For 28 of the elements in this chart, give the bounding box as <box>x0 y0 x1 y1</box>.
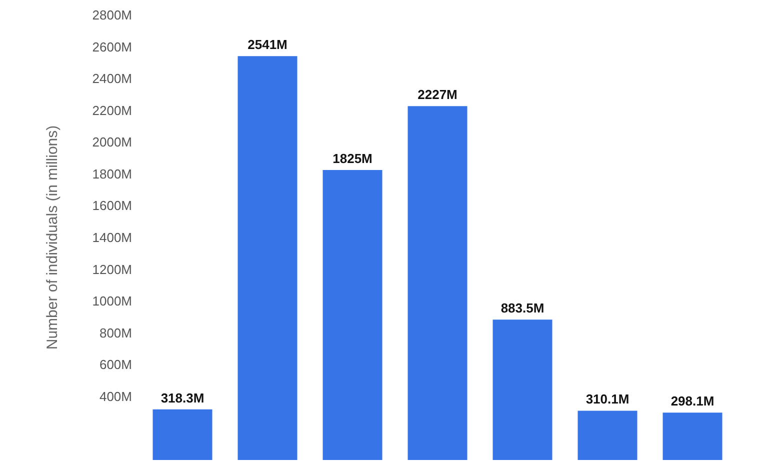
y-tick-label: 2400M <box>92 71 132 86</box>
data-label: 318.3M <box>160 390 204 406</box>
data-label: 1825M <box>332 150 372 166</box>
y-tick-label: 1800M <box>92 166 132 182</box>
bar <box>152 409 212 460</box>
data-label: 883.5M <box>500 300 544 316</box>
y-tick-label: 2600M <box>92 39 132 54</box>
bar <box>408 106 468 460</box>
data-label: 310.1M <box>586 392 630 407</box>
y-tick-label: 400M <box>99 388 132 404</box>
y-axis-title: Number of individuals (in millions) <box>44 125 61 350</box>
y-tick-label: 1000M <box>92 294 132 309</box>
data-label: 298.1M <box>670 394 714 409</box>
bar <box>662 412 722 460</box>
bar <box>322 170 382 460</box>
y-tick-label: 800M <box>99 325 132 340</box>
bar <box>238 56 298 460</box>
y-tick-label: 2200M <box>92 102 132 118</box>
data-label: 2541M <box>248 37 288 52</box>
data-label: 2227M <box>418 87 458 102</box>
bar <box>492 320 552 460</box>
y-tick-label: 2000M <box>92 134 132 150</box>
y-tick-label: 600M <box>99 357 132 372</box>
y-tick-label: 1400M <box>92 230 132 245</box>
y-tick-label: 1200M <box>92 262 132 277</box>
y-tick-label: 1600M <box>92 198 132 214</box>
bar <box>578 410 638 460</box>
y-tick-label: 2800M <box>92 8 132 22</box>
